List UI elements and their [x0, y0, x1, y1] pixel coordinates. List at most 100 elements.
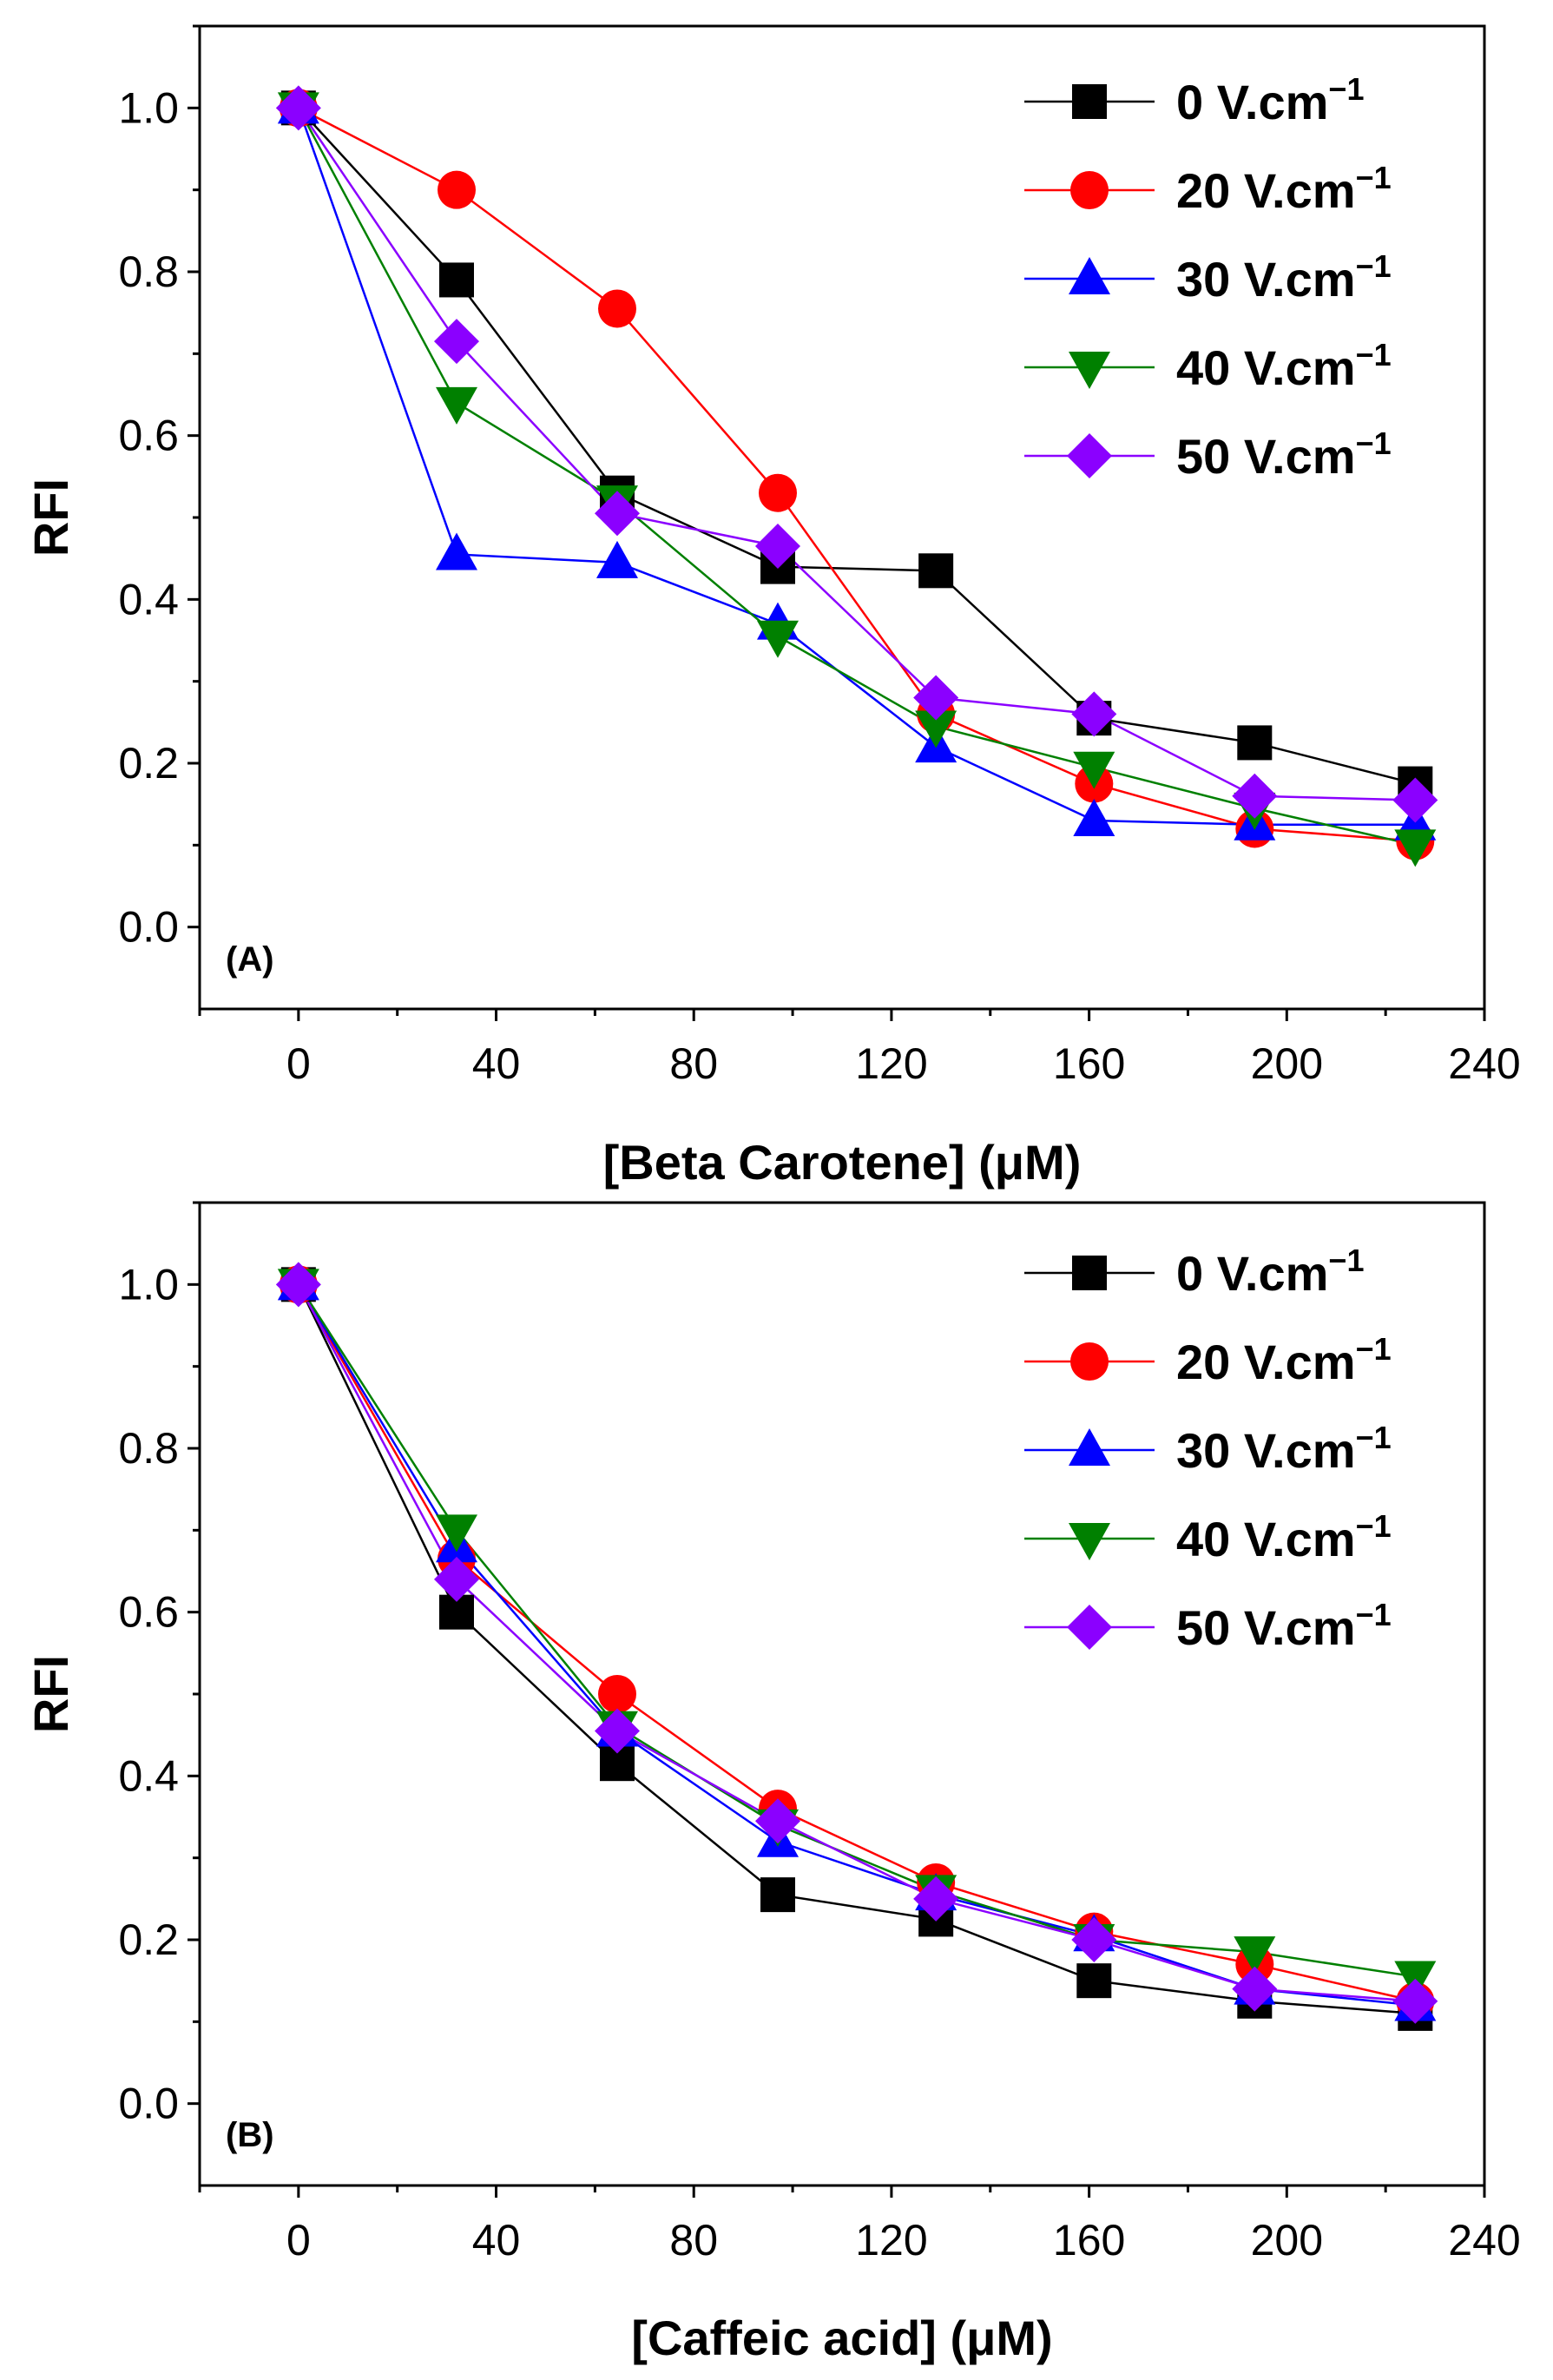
- y-tick-label: 0.4: [118, 1751, 179, 1800]
- data-point: [1073, 751, 1115, 789]
- legend-entry: 20 V.cm−1: [1176, 1331, 1392, 1389]
- x-axis-title: [Beta Carotene] (μM): [603, 1135, 1082, 1190]
- y-tick-label: 0.8: [118, 247, 179, 296]
- legend-marker: [1070, 171, 1109, 209]
- series-line-0: [297, 107, 1416, 785]
- legend-entry: 0 V.cm−1: [1176, 71, 1364, 129]
- x-tick-label: 80: [669, 2216, 718, 2265]
- data-point: [434, 319, 479, 365]
- data-point: [918, 553, 954, 589]
- panel-label: (B): [226, 2116, 274, 2154]
- x-tick-label: 200: [1251, 1039, 1323, 1088]
- series-line-1: [298, 107, 1416, 842]
- x-tick-label: 0: [286, 1039, 311, 1088]
- legend-marker: [1069, 352, 1110, 389]
- legend-entry: 50 V.cm−1: [1176, 425, 1392, 484]
- x-tick-label: 200: [1251, 2216, 1323, 2265]
- data-point: [1232, 773, 1278, 819]
- y-axis-title: RFI: [23, 1655, 78, 1733]
- data-point: [598, 289, 636, 328]
- legend-entry: 40 V.cm−1: [1176, 1508, 1392, 1566]
- data-point: [760, 1877, 795, 1913]
- legend-label: 0 V.cm: [1176, 1246, 1328, 1301]
- data-point: [1073, 799, 1115, 837]
- data-point: [1076, 1963, 1112, 1999]
- x-tick-label: 40: [472, 2216, 521, 2265]
- x-tick-label: 240: [1448, 2216, 1520, 2265]
- x-tick-label: 120: [855, 2216, 927, 2265]
- data-point: [759, 473, 797, 512]
- x-tick-label: 120: [855, 1039, 927, 1088]
- legend-marker: [1070, 1342, 1109, 1381]
- series-line-0: [297, 1283, 1416, 2015]
- legend-marker: [1069, 1428, 1110, 1466]
- data-point: [755, 524, 800, 570]
- legend-superscript: −1: [1328, 1243, 1364, 1278]
- data-point: [913, 1876, 959, 1922]
- legend-superscript: −1: [1356, 425, 1392, 461]
- legend-entry: 30 V.cm−1: [1176, 248, 1392, 307]
- data-point: [596, 540, 638, 578]
- panel-a: 0 40 80 120 160 200 240 0.0 0.2 0.4 0.6 0.8 1.0 [Beta…: [23, 24, 1521, 1190]
- y-tick-label: 0.4: [118, 575, 179, 623]
- x-axis-title: [Caffeic acid] (μM): [631, 2311, 1052, 2365]
- panel-label: (A): [226, 940, 274, 979]
- y-axis-title: RFI: [23, 478, 78, 557]
- legend-label: 20 V.cm: [1176, 1335, 1356, 1389]
- y-tick-label: 0.6: [118, 412, 179, 460]
- y-tick-label: 0.0: [118, 903, 179, 952]
- data-point: [1392, 777, 1438, 823]
- data-point: [1234, 1936, 1276, 1975]
- legend-label: 20 V.cm: [1176, 163, 1356, 218]
- y-tick-label: 1.0: [118, 1260, 179, 1309]
- data-point: [436, 532, 477, 570]
- series-line-3: [297, 107, 1416, 847]
- data-point: [595, 491, 640, 537]
- data-point: [913, 675, 959, 721]
- legend-superscript: −1: [1356, 1331, 1392, 1367]
- data-point: [438, 170, 476, 209]
- legend-superscript: −1: [1356, 1597, 1392, 1632]
- y-tick-label: 0.6: [118, 1588, 179, 1637]
- legend-marker: [1067, 1605, 1112, 1650]
- legend-superscript: −1: [1356, 1508, 1392, 1544]
- series-line-2: [297, 107, 1416, 826]
- legend-entry: 40 V.cm−1: [1176, 337, 1392, 395]
- legend-label: 30 V.cm: [1176, 1423, 1356, 1478]
- legend-superscript: −1: [1356, 1420, 1392, 1455]
- data-point: [595, 1708, 640, 1754]
- data-point: [755, 1798, 800, 1844]
- legend-marker: [1072, 84, 1107, 119]
- legend-label: 50 V.cm: [1176, 429, 1356, 484]
- data-point: [1071, 691, 1117, 737]
- data-point: [275, 1262, 321, 1308]
- legend-marker: [1072, 1256, 1107, 1290]
- data-point: [1071, 1917, 1117, 1962]
- data-point: [434, 1556, 479, 1602]
- legend-superscript: −1: [1356, 248, 1392, 284]
- legend-label: 0 V.cm: [1176, 75, 1328, 129]
- data-point: [915, 710, 957, 748]
- legend-label: 40 V.cm: [1176, 1512, 1356, 1566]
- x-tick-label: 160: [1053, 2216, 1125, 2265]
- x-tick-label: 80: [669, 1039, 718, 1088]
- legend-label: 50 V.cm: [1176, 1600, 1356, 1655]
- x-tick-label: 0: [286, 2216, 311, 2265]
- series-line-3: [297, 1283, 1416, 1978]
- x-tick-label: 240: [1448, 1039, 1520, 1088]
- legend-entry: 30 V.cm−1: [1176, 1420, 1392, 1478]
- legend-label: 30 V.cm: [1176, 252, 1356, 307]
- y-tick-label: 0.2: [118, 1915, 179, 1964]
- legend-marker: [1069, 1523, 1110, 1560]
- data-point: [1394, 829, 1437, 867]
- legend-label: 40 V.cm: [1176, 340, 1356, 395]
- data-point: [1237, 725, 1273, 761]
- legend-marker: [1067, 433, 1112, 478]
- legend-superscript: −1: [1328, 71, 1364, 107]
- y-tick-label: 0.8: [118, 1424, 179, 1473]
- series-line-4: [297, 1283, 1416, 2002]
- data-point: [275, 85, 321, 131]
- x-tick-label: 40: [472, 1039, 521, 1088]
- data-point: [436, 386, 477, 425]
